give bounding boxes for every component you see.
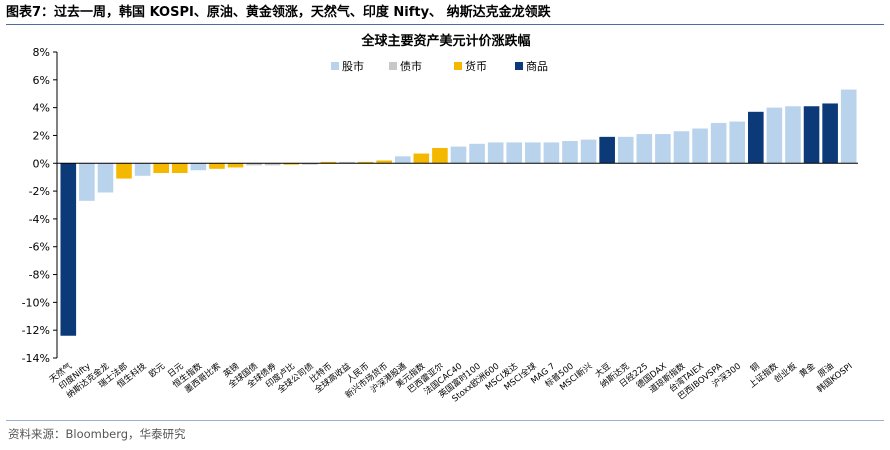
bar [655, 134, 671, 164]
bar [227, 163, 244, 168]
bar [803, 106, 820, 164]
y-tick-label: 4% [33, 102, 50, 115]
y-tick-label: -6% [29, 241, 50, 254]
bar [636, 134, 653, 164]
bar [766, 107, 783, 164]
legend-swatch [515, 62, 523, 70]
bar [562, 141, 578, 164]
y-tick-label: 6% [33, 74, 50, 87]
bar [190, 163, 207, 171]
bar [487, 142, 504, 164]
bar [134, 163, 151, 176]
bar [785, 106, 801, 164]
source-note: 资料来源：Bloomberg，华泰研究 [8, 427, 186, 441]
bar [246, 163, 262, 166]
bar [506, 142, 523, 164]
bar [822, 103, 838, 164]
x-tick-label: 黄金 [797, 360, 818, 379]
y-tick-label: -14% [22, 352, 50, 365]
y-tick-label: -4% [29, 213, 50, 226]
x-tick-label: 欧元 [147, 360, 168, 379]
y-tick-label: 8% [33, 46, 50, 59]
bar [543, 142, 560, 164]
bar [264, 163, 281, 166]
bar [710, 122, 727, 164]
bar [320, 161, 337, 164]
bar [729, 121, 746, 164]
figure-title: 图表7：过去一周，韩国 KOSPI、原油、黄金领涨，天然气、印度 Nifty、 … [6, 5, 551, 20]
y-tick-label: 2% [33, 129, 50, 142]
bar [469, 143, 485, 164]
bar [599, 136, 615, 164]
bar [432, 147, 448, 164]
bar [79, 163, 95, 201]
y-tick-label: -2% [29, 185, 50, 198]
bar [692, 128, 708, 164]
bar [673, 131, 690, 164]
bar [413, 153, 430, 164]
y-axis: 8% 6% 4% 2% 0% -2% -4% -6% -8% -10% -12% -14% [22, 46, 58, 365]
bar [357, 161, 374, 164]
bar [116, 163, 132, 179]
chart-title: 全球主要资产美元计价涨跌幅 [360, 33, 530, 49]
y-tick-label: 0% [33, 157, 50, 170]
bar [339, 161, 355, 164]
bar [209, 163, 225, 169]
bar [153, 163, 169, 174]
legend-label: 股市 [342, 59, 364, 73]
legend-swatch [331, 62, 339, 70]
bar [171, 163, 188, 174]
bar [748, 111, 764, 164]
footer-divider [6, 420, 884, 421]
bar [840, 89, 857, 164]
legend-label: 商品 [526, 59, 548, 73]
bar [394, 156, 411, 164]
bar [283, 163, 300, 165]
legend-label: 债市 [400, 59, 422, 73]
bar [302, 163, 318, 165]
bar [617, 136, 634, 164]
bar [525, 142, 541, 164]
bar-chart: 全球主要资产美元计价涨跌幅 股市 债市 货币 商品 8% 6% 4% 2% 0% -2% -4% -… [22, 33, 858, 404]
legend-swatch [454, 62, 462, 70]
bar [376, 160, 392, 164]
y-tick-label: -10% [22, 296, 50, 309]
y-tick-label: -8% [29, 269, 50, 282]
y-tick-label: -12% [22, 324, 50, 337]
header-divider [6, 24, 884, 25]
bar [60, 163, 77, 336]
bar [580, 139, 597, 164]
bar [97, 163, 114, 193]
bar [450, 146, 467, 164]
chart-legend: 股市 债市 货币 商品 [331, 59, 548, 73]
bars-group [57, 89, 858, 336]
legend-swatch [389, 62, 397, 70]
legend-label: 货币 [465, 59, 487, 73]
